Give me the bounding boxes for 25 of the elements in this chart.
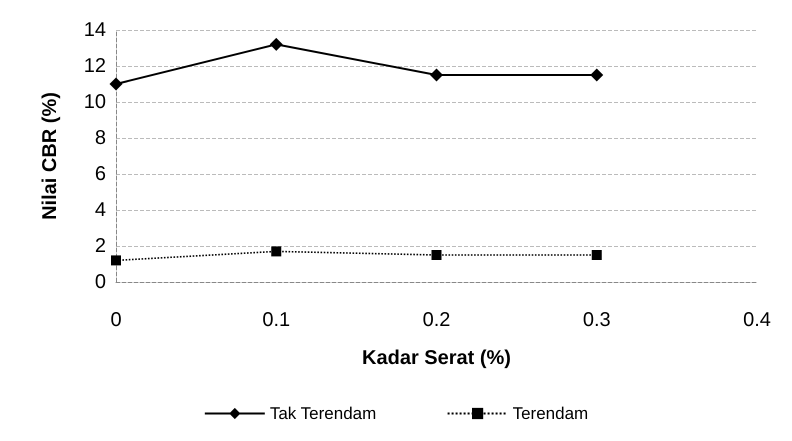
y-tick-label: 14: [84, 19, 106, 41]
y-tick-label: 0: [94, 271, 106, 293]
x-tick-label: 0: [110, 309, 122, 331]
point: [270, 38, 283, 51]
point: [432, 250, 442, 260]
x-axis-title: Kadar Serat (%): [362, 347, 511, 369]
point: [590, 68, 604, 82]
point: [592, 250, 602, 260]
point: [110, 78, 122, 90]
x-tick-label: 0.1: [262, 309, 290, 331]
point: [271, 246, 282, 256]
x-tick-label: 0.3: [582, 309, 611, 331]
y-tick-label: 4: [94, 199, 106, 221]
x-tick-label: 0.4: [743, 309, 771, 331]
y-tick-label: 6: [94, 163, 106, 185]
y-tick-label: 8: [94, 127, 106, 149]
legend-label: Tak Terendam: [270, 404, 376, 423]
y-tick-label: 12: [84, 55, 106, 77]
y-axis-title: Nilai CBR (%): [39, 92, 61, 220]
y-tick-label: 2: [94, 235, 106, 257]
point: [430, 68, 443, 82]
point: [111, 255, 121, 266]
x-tick-label: 0.2: [422, 309, 450, 331]
legend-label: Terendam: [512, 404, 588, 423]
y-tick-label: 10: [84, 91, 106, 113]
